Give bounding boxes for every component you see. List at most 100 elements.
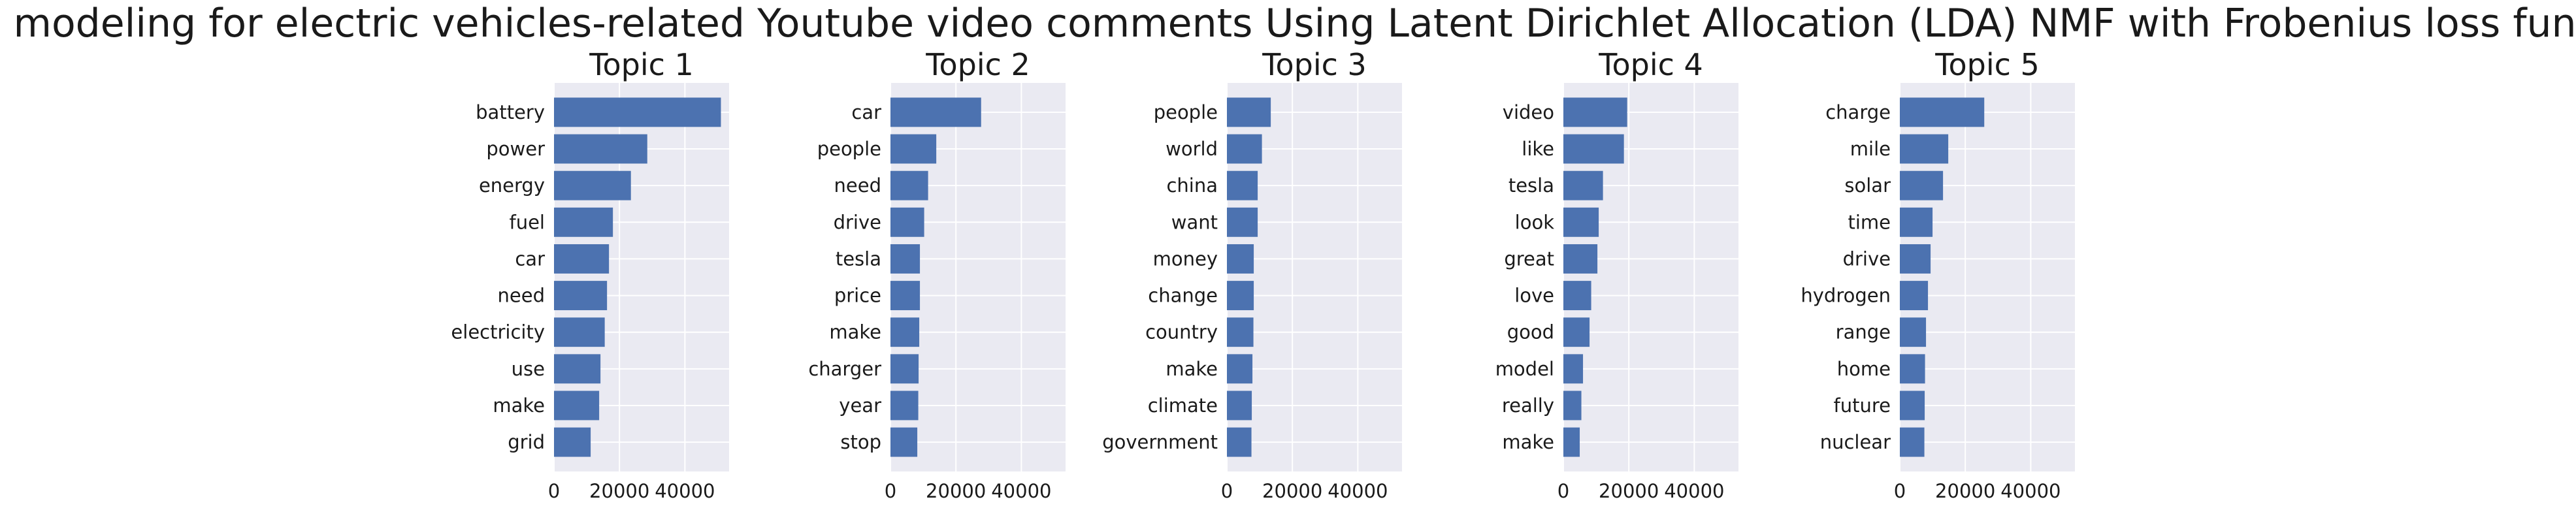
category-label: need (834, 174, 881, 197)
category-label: people (817, 138, 881, 160)
x-tick-label: 0 (548, 480, 560, 502)
category-label: make (829, 321, 881, 343)
category-label: future (1834, 394, 1891, 417)
bar (1227, 244, 1254, 274)
panel-title: Topic 5 (1934, 47, 2040, 82)
bar (890, 207, 924, 237)
bar (1900, 207, 1933, 237)
topic-panel: video like tesla look great love good model real… (1495, 47, 1738, 502)
category-label: make (493, 394, 545, 417)
category-label: use (512, 358, 545, 380)
category-label: like (1522, 138, 1554, 160)
x-tick-label: 0 (1894, 480, 1906, 502)
category-label: fuel (510, 211, 546, 233)
x-tick-label: 40000 (1328, 480, 1388, 502)
bar (1563, 281, 1591, 311)
figure-title: Topic modeling for electric vehicles-rel… (0, 1, 2576, 46)
bar (1900, 354, 1925, 384)
bar (1227, 354, 1253, 384)
x-tick-label: 0 (1557, 480, 1569, 502)
bar (1227, 134, 1262, 164)
bar (890, 244, 921, 274)
category-label: people (1154, 101, 1218, 123)
category-label: love (1514, 285, 1554, 307)
category-label: drive (834, 211, 881, 233)
category-label: good (1507, 321, 1554, 343)
bar (1900, 170, 1944, 200)
bar (1563, 354, 1584, 384)
bar (1900, 281, 1929, 311)
category-label: want (1171, 211, 1218, 233)
bar (1563, 427, 1580, 457)
bar (1563, 170, 1603, 200)
category-label: really (1502, 394, 1554, 417)
category-label: year (839, 394, 881, 417)
category-label: change (1148, 285, 1218, 307)
bar (1227, 390, 1252, 421)
bar (1563, 244, 1598, 274)
bar (1563, 390, 1582, 421)
bar (890, 427, 918, 457)
category-label: home (1837, 358, 1891, 380)
x-tick-label: 40000 (991, 480, 1051, 502)
category-label: range (1836, 321, 1891, 343)
category-label: energy (479, 174, 545, 197)
category-label: stop (840, 431, 881, 453)
bar (554, 354, 601, 384)
category-label: time (1848, 211, 1891, 233)
bar (890, 317, 920, 347)
topic-panel: battery power energy fuel car need electricity… (451, 47, 729, 502)
category-label: make (1502, 431, 1554, 453)
category-label: hydrogen (1801, 285, 1891, 307)
bar (554, 244, 610, 274)
category-label: video (1503, 101, 1554, 123)
category-label: car (851, 101, 881, 123)
x-tick-label: 40000 (655, 480, 715, 502)
topic-panel: charge mile solar time drive hydrogen range hom… (1801, 47, 2075, 502)
category-label: world (1166, 138, 1218, 160)
bar (554, 281, 608, 311)
x-tick-label: 20000 (1935, 480, 1995, 502)
category-label: grid (508, 431, 545, 453)
category-label: government (1102, 431, 1218, 453)
bar (890, 170, 928, 200)
bar (1900, 134, 1949, 164)
category-label: money (1153, 247, 1218, 270)
panel-title: Topic 1 (589, 47, 694, 82)
bar (554, 207, 613, 237)
category-label: country (1145, 321, 1218, 343)
bar (1900, 244, 1931, 274)
category-label: solar (1844, 174, 1891, 197)
bar (890, 354, 919, 384)
bar (554, 134, 647, 164)
bar (1227, 281, 1254, 311)
bar (1227, 97, 1271, 127)
category-label: mile (1850, 138, 1891, 160)
bar (554, 427, 591, 457)
bar (554, 390, 600, 421)
category-label: power (486, 138, 545, 160)
category-label: need (498, 285, 545, 307)
bar (554, 317, 605, 347)
category-label: make (1166, 358, 1218, 380)
x-tick-label: 20000 (589, 480, 649, 502)
x-tick-label: 40000 (1664, 480, 1724, 502)
category-label: tesla (836, 247, 881, 270)
panel-title: Topic 3 (1262, 47, 1367, 82)
panel-title: Topic 4 (1598, 47, 1703, 82)
bar (890, 97, 981, 127)
topic-panel: car people need drive tesla price make charger y… (808, 47, 1066, 502)
bar (1900, 390, 1925, 421)
panel-title: Topic 2 (925, 47, 1030, 82)
category-label: price (834, 285, 881, 307)
x-tick-label: 0 (1221, 480, 1233, 502)
bar (1227, 170, 1258, 200)
x-tick-label: 20000 (1262, 480, 1322, 502)
category-label: model (1495, 358, 1554, 380)
category-label: charger (808, 358, 881, 380)
bar (554, 170, 631, 200)
bar (1563, 134, 1624, 164)
category-label: charge (1825, 101, 1891, 123)
category-label: electricity (451, 321, 545, 343)
